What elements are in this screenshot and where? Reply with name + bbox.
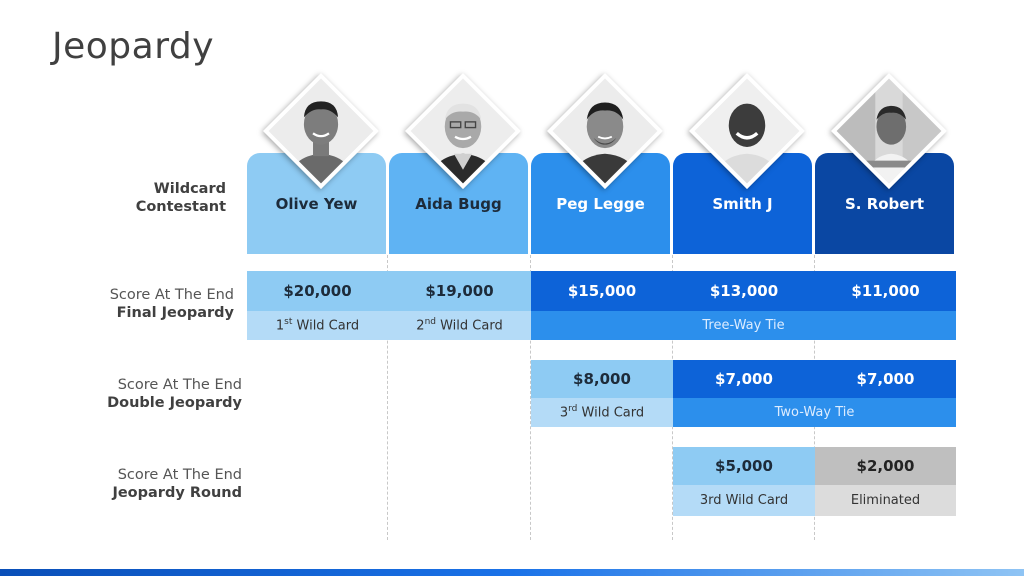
contestant-name: Aida Bugg xyxy=(415,194,502,213)
row-label-wildcard: Wildcard Contestant xyxy=(110,180,226,216)
score-value: $5,000 xyxy=(715,457,773,475)
row-label-line: Contestant xyxy=(135,199,226,215)
note-cell: 3rd Wild Card xyxy=(531,398,673,427)
note-text: 3rd Wild Card xyxy=(699,493,789,508)
row-label-line: Final Jeopardy xyxy=(116,305,234,321)
score-value: $2,000 xyxy=(856,457,915,475)
score-cell: $8,000 xyxy=(531,360,673,398)
note-text: Eliminated xyxy=(850,493,921,508)
tie-text: Tree-Way Tie xyxy=(702,318,785,333)
note-text: 1st Wild Card xyxy=(275,317,360,334)
column-divider xyxy=(387,255,388,540)
tie-cell: Two-Way Tie xyxy=(673,398,956,427)
contestant-name: Smith J xyxy=(712,194,773,213)
score-value: $15,000 xyxy=(567,282,637,300)
contestant-name: S. Robert xyxy=(844,194,925,213)
row-label-line: Jeopardy Round xyxy=(112,485,242,501)
score-cell: $20,000 xyxy=(247,271,388,311)
score-cell: $15,000 xyxy=(531,271,673,311)
row-label-line: Wildcard xyxy=(153,181,226,197)
score-cell: $7,000 xyxy=(673,360,815,398)
score-cell: $13,000 xyxy=(673,271,815,311)
row-label-final: Score At The End Final Jeopardy xyxy=(60,286,234,322)
contestant-name: Peg Legge xyxy=(556,194,645,213)
score-cell: $7,000 xyxy=(815,360,956,398)
score-cell: $5,000 xyxy=(673,447,815,485)
row-label-line: Double Jeopardy xyxy=(107,395,242,411)
column-divider xyxy=(530,255,531,540)
row-label-line: Score At The End xyxy=(109,287,234,303)
score-cell: $11,000 xyxy=(815,271,956,311)
note-text: 2nd Wild Card xyxy=(416,317,503,334)
tie-cell: Tree-Way Tie xyxy=(531,311,956,340)
score-value: $7,000 xyxy=(715,370,773,388)
score-value: $20,000 xyxy=(283,282,352,300)
score-value: $13,000 xyxy=(709,282,779,300)
score-value: $8,000 xyxy=(573,370,631,388)
contestant-name: Olive Yew xyxy=(275,194,358,213)
score-value: $19,000 xyxy=(425,282,494,300)
score-value: $11,000 xyxy=(851,282,920,300)
row-label-line: Score At The End xyxy=(117,467,242,483)
score-cell: $2,000 xyxy=(815,447,956,485)
note-cell: 3rd Wild Card xyxy=(673,485,815,516)
note-cell: 1st Wild Card xyxy=(247,311,388,340)
score-value: $7,000 xyxy=(856,370,915,388)
contestant-name-box: Aida Bugg xyxy=(389,153,528,254)
score-cell: $19,000 xyxy=(388,271,531,311)
row-label-round: Score At The End Jeopardy Round xyxy=(60,466,242,502)
page-title: Jeopardy xyxy=(52,26,215,67)
row-label-line: Score At The End xyxy=(117,377,242,393)
row-label-double: Score At The End Double Jeopardy xyxy=(60,376,242,412)
eliminated-cell: Eliminated xyxy=(815,485,956,516)
tie-text: Two-Way Tie xyxy=(774,405,855,420)
note-text: 3rd Wild Card xyxy=(559,404,645,421)
note-cell: 2nd Wild Card xyxy=(388,311,531,340)
bottom-accent-bar xyxy=(0,569,1024,576)
